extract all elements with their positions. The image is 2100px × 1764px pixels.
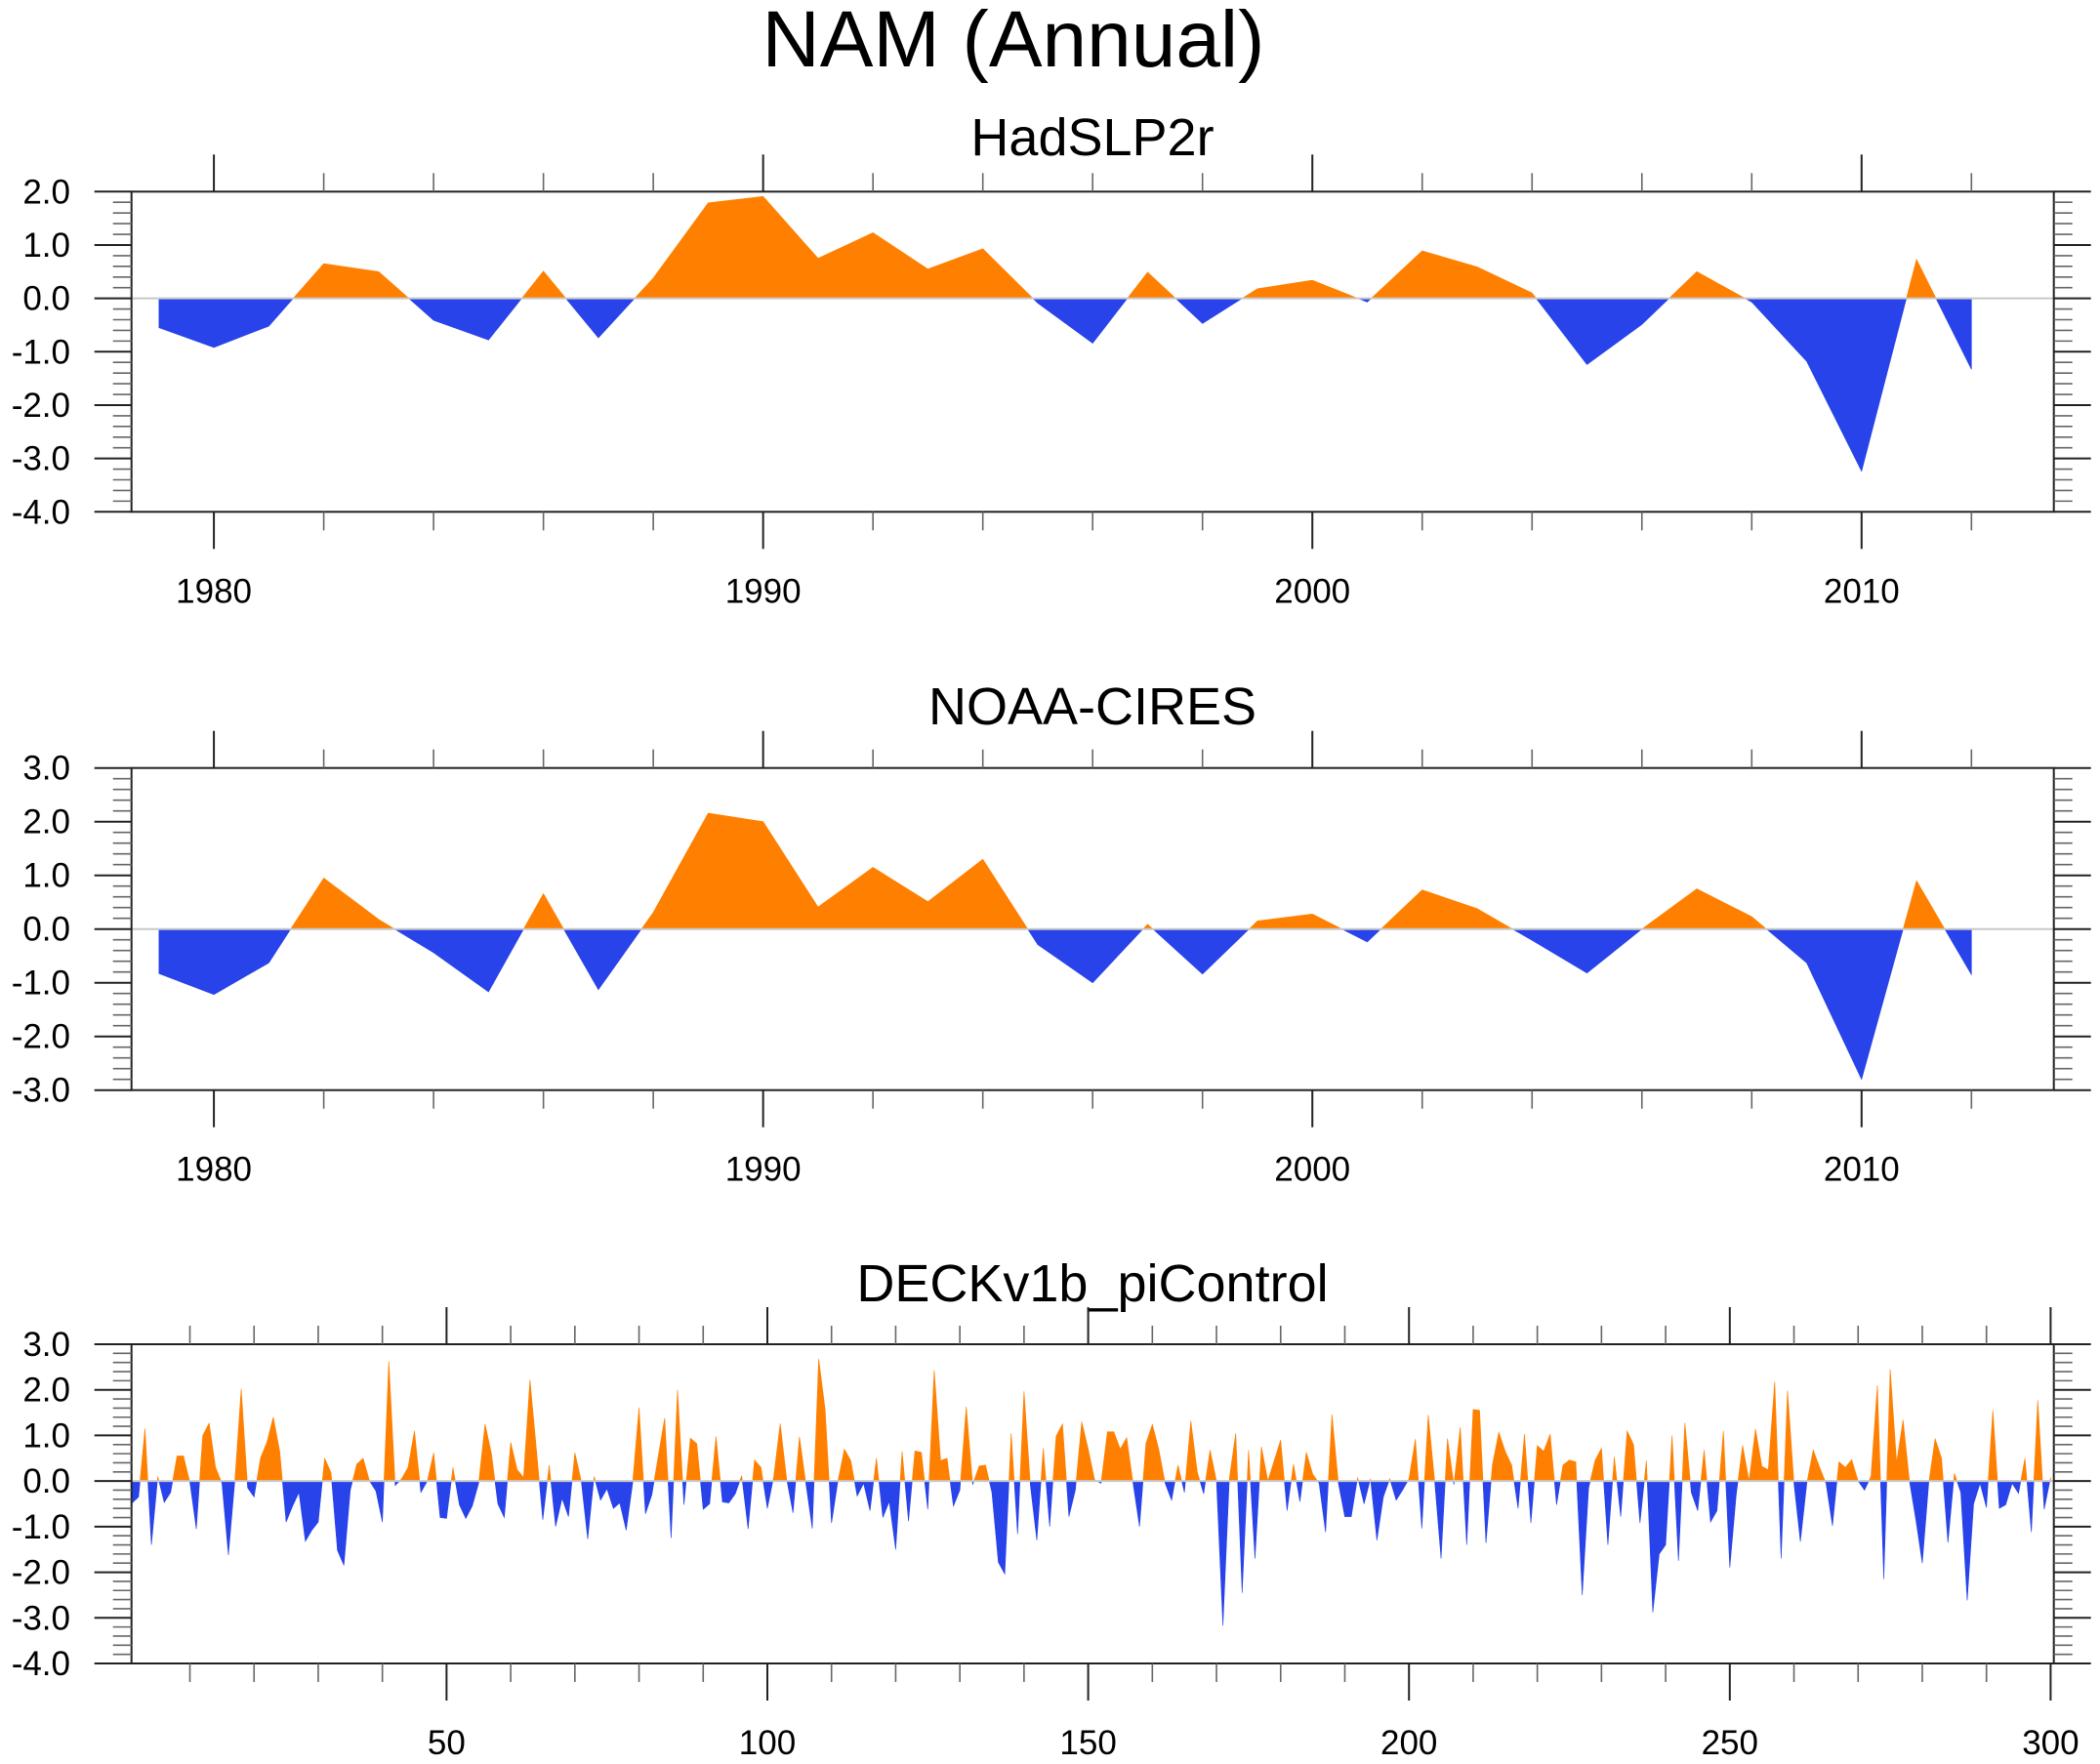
y-tick-label: 3.0 [22, 750, 70, 788]
y-tick-label: 3.0 [22, 1326, 70, 1364]
y-tick-label: -3.0 [12, 1072, 70, 1110]
x-tick-label: 1990 [725, 572, 802, 610]
x-tick-label: 250 [1702, 1724, 1758, 1762]
area-series [132, 1358, 2051, 1626]
panel-deckv1b-picontrol: DECKv1b_piControl 50 100 150 200 250 300 3.0 2.… [12, 1254, 2091, 1762]
y-tick-label: -2.0 [12, 1554, 70, 1592]
area-series [158, 195, 1972, 472]
y-tick-label: 0.0 [22, 280, 70, 318]
x-tick-label: 2000 [1274, 1151, 1350, 1189]
x-axis: 1980 1990 2000 2010 [176, 154, 1973, 610]
x-tick-label: 1980 [176, 1151, 252, 1189]
y-axis: 3.0 2.0 1.0 0.0 -1.0 -2.0 -3.0 [12, 750, 2091, 1110]
x-tick-label: 2010 [1824, 572, 1900, 610]
area-series [158, 812, 1972, 1081]
x-tick-label: 1990 [725, 1151, 802, 1189]
y-tick-label: -1.0 [12, 964, 70, 1003]
y-tick-label: -2.0 [12, 387, 70, 425]
x-tick-label: 50 [428, 1724, 466, 1762]
y-tick-label: -3.0 [12, 1599, 70, 1637]
y-tick-label: 2.0 [22, 1372, 70, 1410]
panel-noaa-cires: NOAA-CIRES 1980 1990 2000 2010 3.0 2.0 1.0 0.0 -… [12, 677, 2091, 1189]
x-tick-label: 2010 [1824, 1151, 1900, 1189]
panel-hadslp2r: HadSLP2r 1980 1990 2000 2010 2.0 1.0 0.0 -1.0 -2… [12, 108, 2091, 610]
x-tick-label: 1980 [176, 572, 252, 610]
x-tick-label: 2000 [1274, 572, 1350, 610]
y-axis: 2.0 1.0 0.0 -1.0 -2.0 -3.0 -4.0 [12, 173, 2091, 531]
x-axis: 50 100 150 200 250 300 [188, 1307, 2079, 1762]
y-axis: 3.0 2.0 1.0 0.0 -1.0 -2.0 -3.0 -4.0 [12, 1326, 2091, 1683]
x-tick-label: 200 [1380, 1724, 1437, 1762]
area-negative-segment [1956, 1480, 1989, 1601]
x-axis: 1980 1990 2000 2010 [176, 730, 1973, 1189]
y-tick-label: -1.0 [12, 1508, 70, 1546]
area-positive-segment [640, 812, 1029, 930]
area-positive-segment [1737, 1381, 1779, 1482]
panel-title-deckv1b-picontrol: DECKv1b_piControl [856, 1254, 1328, 1313]
y-tick-label: 2.0 [22, 173, 70, 211]
y-tick-label: -4.0 [12, 1645, 70, 1683]
x-tick-label: 100 [739, 1724, 796, 1762]
area-positive-segment [634, 195, 1034, 299]
y-tick-label: 0.0 [22, 911, 70, 949]
plot-frame [130, 1343, 2055, 1664]
y-tick-label: 1.0 [22, 1416, 70, 1455]
y-tick-label: -1.0 [12, 333, 70, 371]
area-positive-segment [507, 1379, 540, 1482]
y-tick-label: -3.0 [12, 440, 70, 478]
y-tick-label: -4.0 [12, 493, 70, 531]
y-tick-label: 1.0 [22, 226, 70, 265]
figure-title: NAM (Annual) [762, 0, 1265, 84]
y-tick-label: 0.0 [22, 1462, 70, 1500]
x-tick-label: 300 [2022, 1724, 2079, 1762]
y-tick-label: -2.0 [12, 1018, 70, 1056]
area-negative-segment [281, 1480, 323, 1542]
y-tick-label: 2.0 [22, 803, 70, 841]
panel-title-hadslp2r: HadSLP2r [970, 108, 1214, 167]
x-tick-label: 150 [1059, 1724, 1116, 1762]
panel-title-noaa-cires: NOAA-CIRES [928, 677, 1256, 736]
y-tick-label: 1.0 [22, 857, 70, 895]
